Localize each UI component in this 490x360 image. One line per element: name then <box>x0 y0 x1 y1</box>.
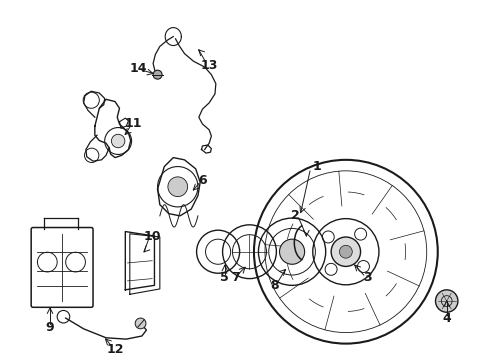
Text: 5: 5 <box>220 271 229 284</box>
Circle shape <box>168 177 188 197</box>
Text: 7: 7 <box>231 271 240 284</box>
Text: 13: 13 <box>200 59 218 72</box>
Circle shape <box>331 237 361 266</box>
Text: 3: 3 <box>363 271 372 284</box>
Circle shape <box>111 134 125 148</box>
Circle shape <box>135 318 146 329</box>
Text: 11: 11 <box>124 117 142 130</box>
Text: 6: 6 <box>198 174 207 186</box>
Text: 10: 10 <box>144 230 161 243</box>
Circle shape <box>279 239 305 264</box>
Circle shape <box>340 245 352 258</box>
Text: 14: 14 <box>129 62 147 75</box>
Text: 12: 12 <box>107 343 124 356</box>
Text: 4: 4 <box>442 312 451 325</box>
Text: 2: 2 <box>291 210 300 222</box>
Text: 8: 8 <box>270 279 278 292</box>
Text: 1: 1 <box>312 160 321 173</box>
Circle shape <box>153 70 162 79</box>
Circle shape <box>436 290 458 312</box>
Text: 9: 9 <box>46 321 54 334</box>
